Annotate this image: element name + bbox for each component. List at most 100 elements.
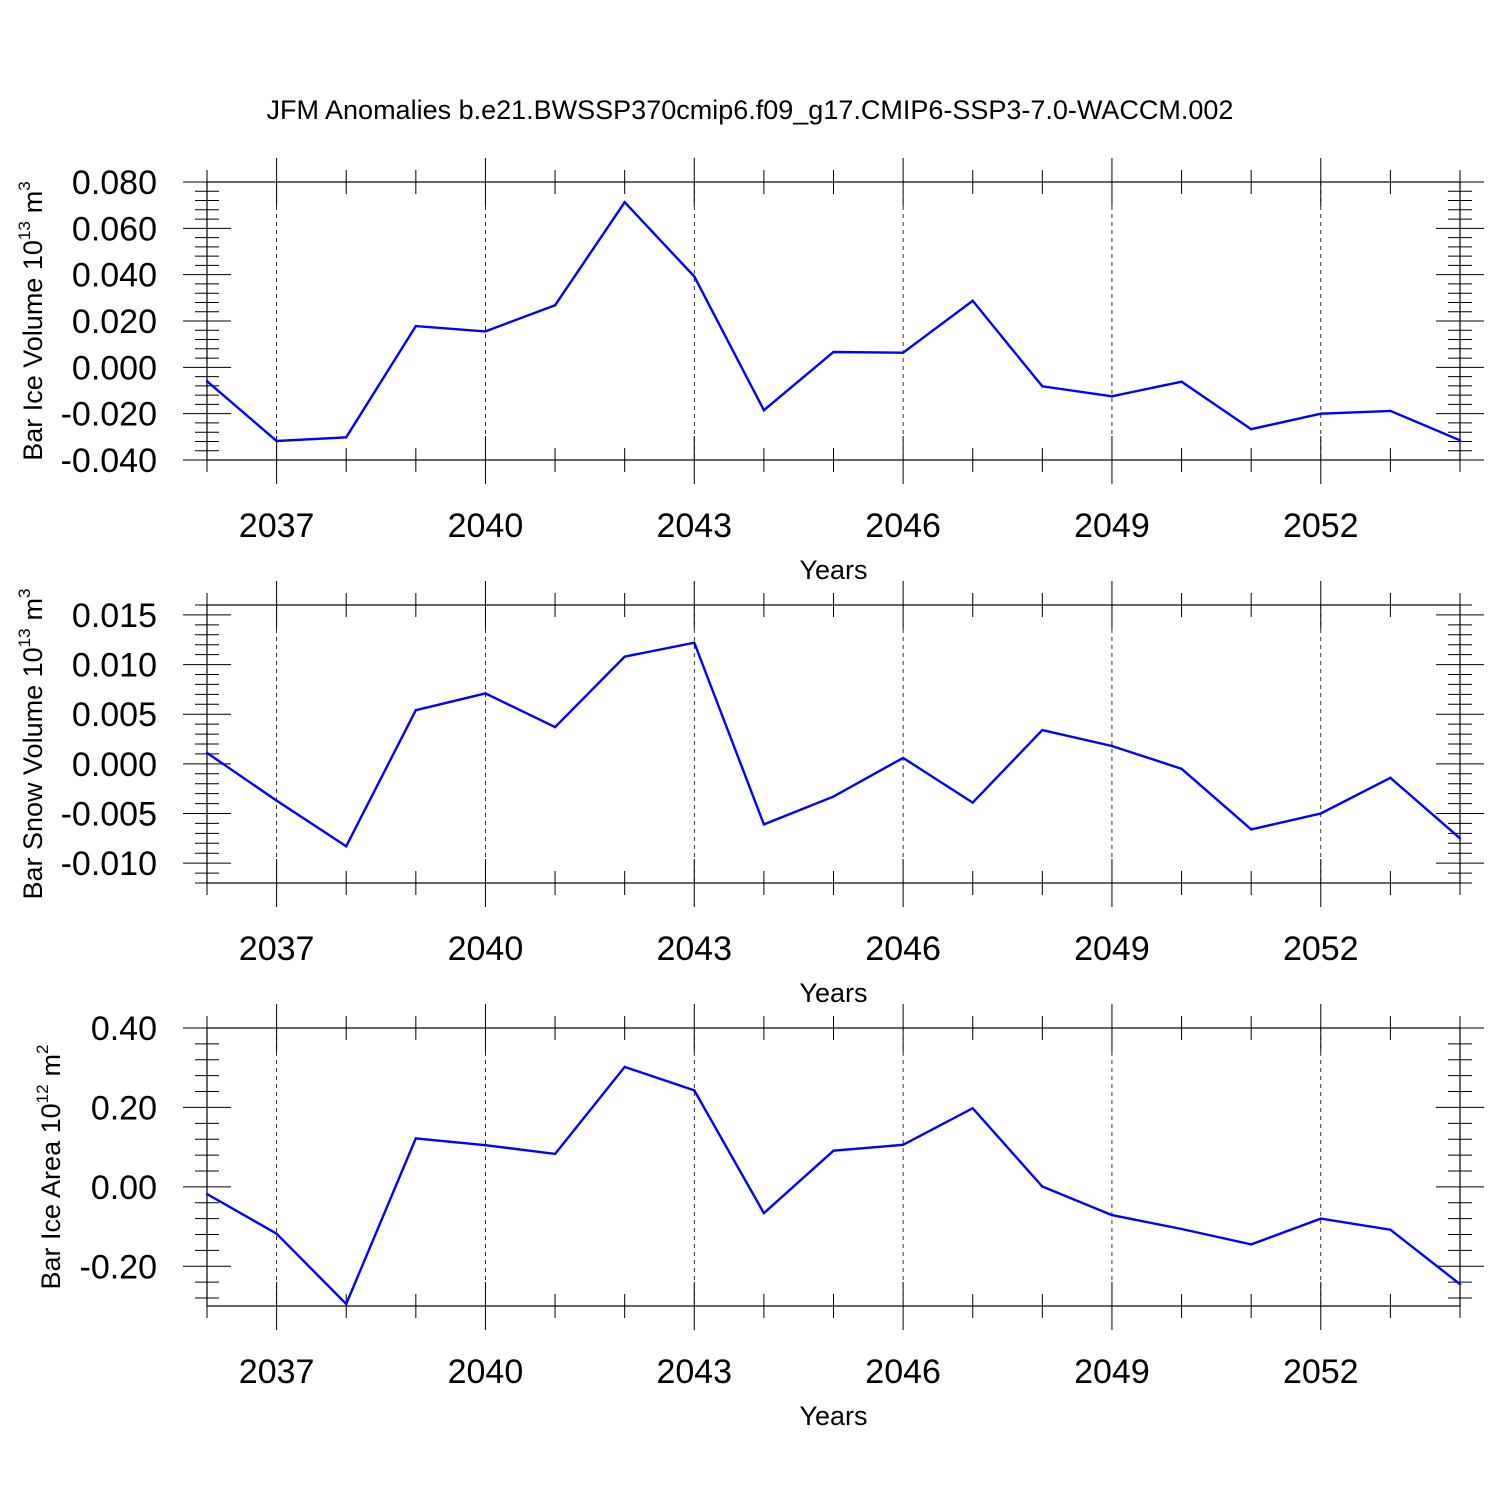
data-point — [1110, 395, 1114, 398]
data-point — [832, 350, 835, 354]
y-axis-label-exponent: 13 — [15, 221, 34, 240]
y-axis-label-unit-exponent: 3 — [15, 588, 34, 597]
data-point — [1319, 812, 1322, 815]
data-point — [693, 1089, 696, 1092]
panel-1: 2037 2040 2043 2046 2049 2052 -0.040 -0.020 0.00… — [15, 158, 1484, 585]
data-point — [484, 692, 487, 695]
x-tick-label: 2052 — [1283, 1353, 1359, 1391]
x-tick-label: 2037 — [239, 1353, 315, 1391]
data-point — [553, 725, 557, 729]
y-tick-label: -0.20 — [80, 1248, 158, 1286]
x-tick-label: 2049 — [1074, 930, 1150, 968]
data-point — [414, 1137, 418, 1140]
data-point — [762, 823, 766, 826]
x-tick-label: 2043 — [656, 1353, 732, 1391]
x-tick-label: 2040 — [448, 930, 524, 968]
data-point — [1180, 380, 1183, 383]
y-axis-label-unit-exponent: 2 — [33, 1044, 52, 1053]
data-point — [1389, 1228, 1392, 1231]
data-point — [901, 351, 905, 354]
figure-title: JFM Anomalies b.e21.BWSSP370cmip6.f09_g1… — [267, 95, 1234, 125]
data-point — [1249, 427, 1253, 431]
data-point — [1458, 837, 1462, 840]
panel-2: 2037 2040 2043 2046 2049 2052 -0.010 -0.005 0.00… — [15, 581, 1484, 1008]
data-point — [345, 1302, 348, 1306]
data-point — [345, 436, 348, 439]
y-axis-label-text: Bar Ice Area 10 — [36, 1103, 66, 1289]
data-point — [1458, 1282, 1462, 1286]
y-tick-label: 0.010 — [72, 647, 157, 685]
data-point — [762, 408, 766, 412]
x-axis-label: Years — [799, 1401, 867, 1431]
data-point — [1458, 439, 1462, 442]
data-point — [832, 795, 835, 798]
data-point — [901, 1143, 905, 1146]
data-point — [345, 845, 348, 848]
y-axis-label-unit-exponent: 3 — [15, 181, 34, 190]
data-point — [1110, 744, 1114, 748]
y-axis-label-unit: m — [18, 191, 48, 214]
x-tick-label: 2046 — [865, 507, 941, 545]
y-axis-label-unit: m — [36, 1054, 66, 1077]
y-tick-label: 0.005 — [72, 696, 157, 734]
data-point — [275, 1232, 278, 1235]
data-point — [205, 1192, 209, 1196]
data-point — [762, 1211, 766, 1215]
x-tick-label: 2037 — [239, 507, 315, 545]
data-point — [484, 330, 487, 333]
data-point — [205, 380, 209, 383]
data-point — [414, 324, 418, 328]
data-point — [1041, 728, 1044, 732]
y-tick-label: 0.20 — [91, 1089, 157, 1127]
y-axis-label: Bar Ice Area 1012 m2 — [33, 1044, 66, 1289]
plot-frame — [206, 604, 1461, 884]
data-point — [1041, 1185, 1044, 1188]
y-axis-label-unit: m — [18, 598, 48, 621]
data-point — [484, 1143, 487, 1147]
data-point — [971, 1107, 974, 1110]
x-tick-label: 2052 — [1283, 507, 1359, 545]
x-tick-label: 2040 — [448, 1353, 524, 1391]
data-point — [623, 200, 626, 204]
plot-frame — [206, 1027, 1461, 1307]
data-point — [553, 1152, 557, 1156]
y-tick-label: 0.00 — [91, 1169, 157, 1207]
data-point — [1180, 767, 1183, 771]
y-tick-label: 0.000 — [72, 746, 157, 784]
y-tick-label: -0.005 — [61, 796, 157, 834]
data-point — [901, 756, 905, 760]
x-axis-label: Years — [799, 978, 867, 1008]
data-point — [1249, 1243, 1253, 1246]
data-point — [693, 641, 696, 644]
x-tick-label: 2043 — [656, 507, 732, 545]
y-axis-label-text: Bar Ice Volume 10 — [18, 240, 48, 461]
x-tick-label: 2049 — [1074, 1353, 1150, 1391]
x-tick-label: 2046 — [865, 930, 941, 968]
data-point — [1319, 1217, 1322, 1220]
data-point — [1041, 385, 1044, 388]
y-axis-label-text: Bar Snow Volume 10 — [18, 647, 48, 899]
data-point — [1389, 409, 1392, 413]
data-point — [693, 275, 696, 278]
y-tick-label: 0.000 — [72, 349, 157, 387]
plot-frame — [206, 181, 1461, 461]
data-point — [1249, 828, 1253, 831]
data-point — [275, 799, 278, 802]
data-point — [553, 304, 557, 307]
y-tick-label: 0.40 — [91, 1010, 157, 1048]
x-axis-label: Years — [799, 555, 867, 585]
x-tick-label: 2049 — [1074, 507, 1150, 545]
x-tick-label: 2052 — [1283, 930, 1359, 968]
data-point — [971, 801, 974, 804]
x-tick-label: 2037 — [239, 930, 315, 968]
y-tick-label: -0.040 — [61, 442, 157, 480]
y-axis-label: Bar Snow Volume 1013 m3 — [15, 588, 48, 899]
y-tick-label: -0.010 — [61, 845, 157, 883]
y-tick-label: -0.020 — [61, 396, 157, 434]
data-point — [275, 439, 278, 443]
y-tick-label: 0.040 — [72, 257, 157, 295]
y-tick-label: 0.060 — [72, 210, 157, 248]
y-tick-label: 0.015 — [72, 597, 157, 635]
